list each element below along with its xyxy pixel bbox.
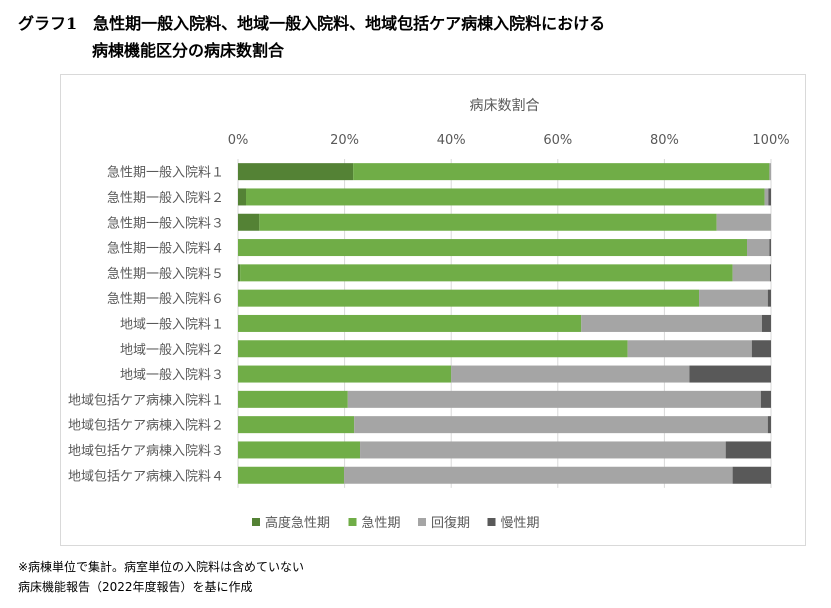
- bar-segment: [245, 188, 765, 206]
- category-label: 急性期一般入院料６: [107, 291, 224, 307]
- chart-title-line1: グラフ1 急性期一般入院料、地域一般入院料、地域包括ケア病棟入院料における: [18, 14, 606, 33]
- x-axis-title: 病床数割合: [470, 97, 540, 114]
- chart-title-line2: 病棟機能区分の病床数割合: [92, 41, 285, 60]
- x-tick-label: 0%: [228, 133, 249, 148]
- bar-segment: [767, 416, 771, 434]
- bar-segment: [240, 264, 733, 282]
- bar-segment: [451, 365, 690, 383]
- bar-segment: [716, 213, 771, 231]
- bar-segment: [238, 264, 241, 282]
- bar-segment: [354, 416, 768, 434]
- bar-segment: [768, 188, 771, 206]
- bar-segment: [360, 441, 726, 459]
- bar-segment: [238, 416, 355, 434]
- category-label: 地域包括ケア病棟入院料４: [68, 469, 224, 484]
- x-tick-label: 80%: [650, 133, 679, 148]
- category-label: 急性期一般入院料３: [107, 215, 224, 231]
- bar-segment: [764, 188, 769, 206]
- bar-segment: [344, 466, 733, 484]
- bar-segment: [760, 390, 771, 408]
- bar-segment: [699, 289, 768, 307]
- footnote-1: ※病棟単位で集計。病室単位の入院料は含めていない: [18, 560, 305, 574]
- category-label: 地域一般入院料３: [120, 367, 224, 383]
- bar-segment: [347, 390, 761, 408]
- x-tick-label: 40%: [437, 133, 466, 148]
- chart-frame: [60, 74, 806, 546]
- category-label: 地域包括ケア病棟入院料３: [68, 444, 224, 459]
- bar-segment: [732, 466, 771, 484]
- bar-segment: [767, 289, 771, 307]
- category-label: 急性期一般入院料５: [107, 266, 224, 282]
- legend-label: 慢性期: [501, 515, 540, 531]
- bar-segment: [238, 239, 748, 257]
- bar-segment: [238, 188, 246, 206]
- footnote-2: 病床機能報告（2022年度報告）を基に作成: [18, 580, 253, 594]
- bar-segment: [751, 340, 771, 358]
- x-tick-label: 20%: [330, 133, 359, 148]
- category-label: 地域包括ケア病棟入院料１: [68, 393, 224, 408]
- bar-segment: [769, 264, 771, 282]
- bar-segment: [747, 239, 770, 257]
- x-tick-label: 100%: [752, 133, 789, 148]
- bar-segment: [238, 289, 700, 307]
- legend-swatch: [348, 518, 357, 526]
- bar-segment: [769, 163, 771, 181]
- category-label: 急性期一般入院料４: [107, 241, 224, 257]
- bar-segment: [238, 365, 452, 383]
- legend-label: 急性期: [362, 516, 401, 531]
- bar-segment: [725, 441, 771, 459]
- bar-segment: [259, 213, 717, 231]
- x-tick-label: 60%: [543, 133, 572, 148]
- bar-segment: [238, 163, 354, 181]
- bar-segment: [581, 314, 762, 332]
- bar-segment: [769, 239, 771, 257]
- bar-segment: [627, 340, 752, 358]
- bar-segment: [238, 314, 582, 332]
- category-label: 地域一般入院料１: [120, 316, 224, 332]
- bar-segment: [238, 340, 628, 358]
- category-label: 急性期一般入院料２: [107, 190, 224, 206]
- bar-segment: [353, 163, 770, 181]
- legend-label: 高度急性期: [265, 515, 330, 531]
- legend-label: 回復期: [431, 515, 470, 531]
- bar-segment: [761, 314, 771, 332]
- bar-segment: [732, 264, 770, 282]
- bar-segment: [238, 441, 361, 459]
- bar-segment: [238, 466, 345, 484]
- category-label: 地域包括ケア病棟入院料２: [68, 419, 224, 434]
- bar-segment: [689, 365, 771, 383]
- category-label: 地域一般入院料２: [120, 342, 224, 358]
- bar-segment: [238, 390, 348, 408]
- legend-swatch: [487, 518, 496, 526]
- legend-swatch: [418, 518, 426, 526]
- category-label: 急性期一般入院料１: [107, 165, 224, 181]
- bar-segment: [238, 213, 260, 231]
- legend-swatch: [252, 518, 260, 526]
